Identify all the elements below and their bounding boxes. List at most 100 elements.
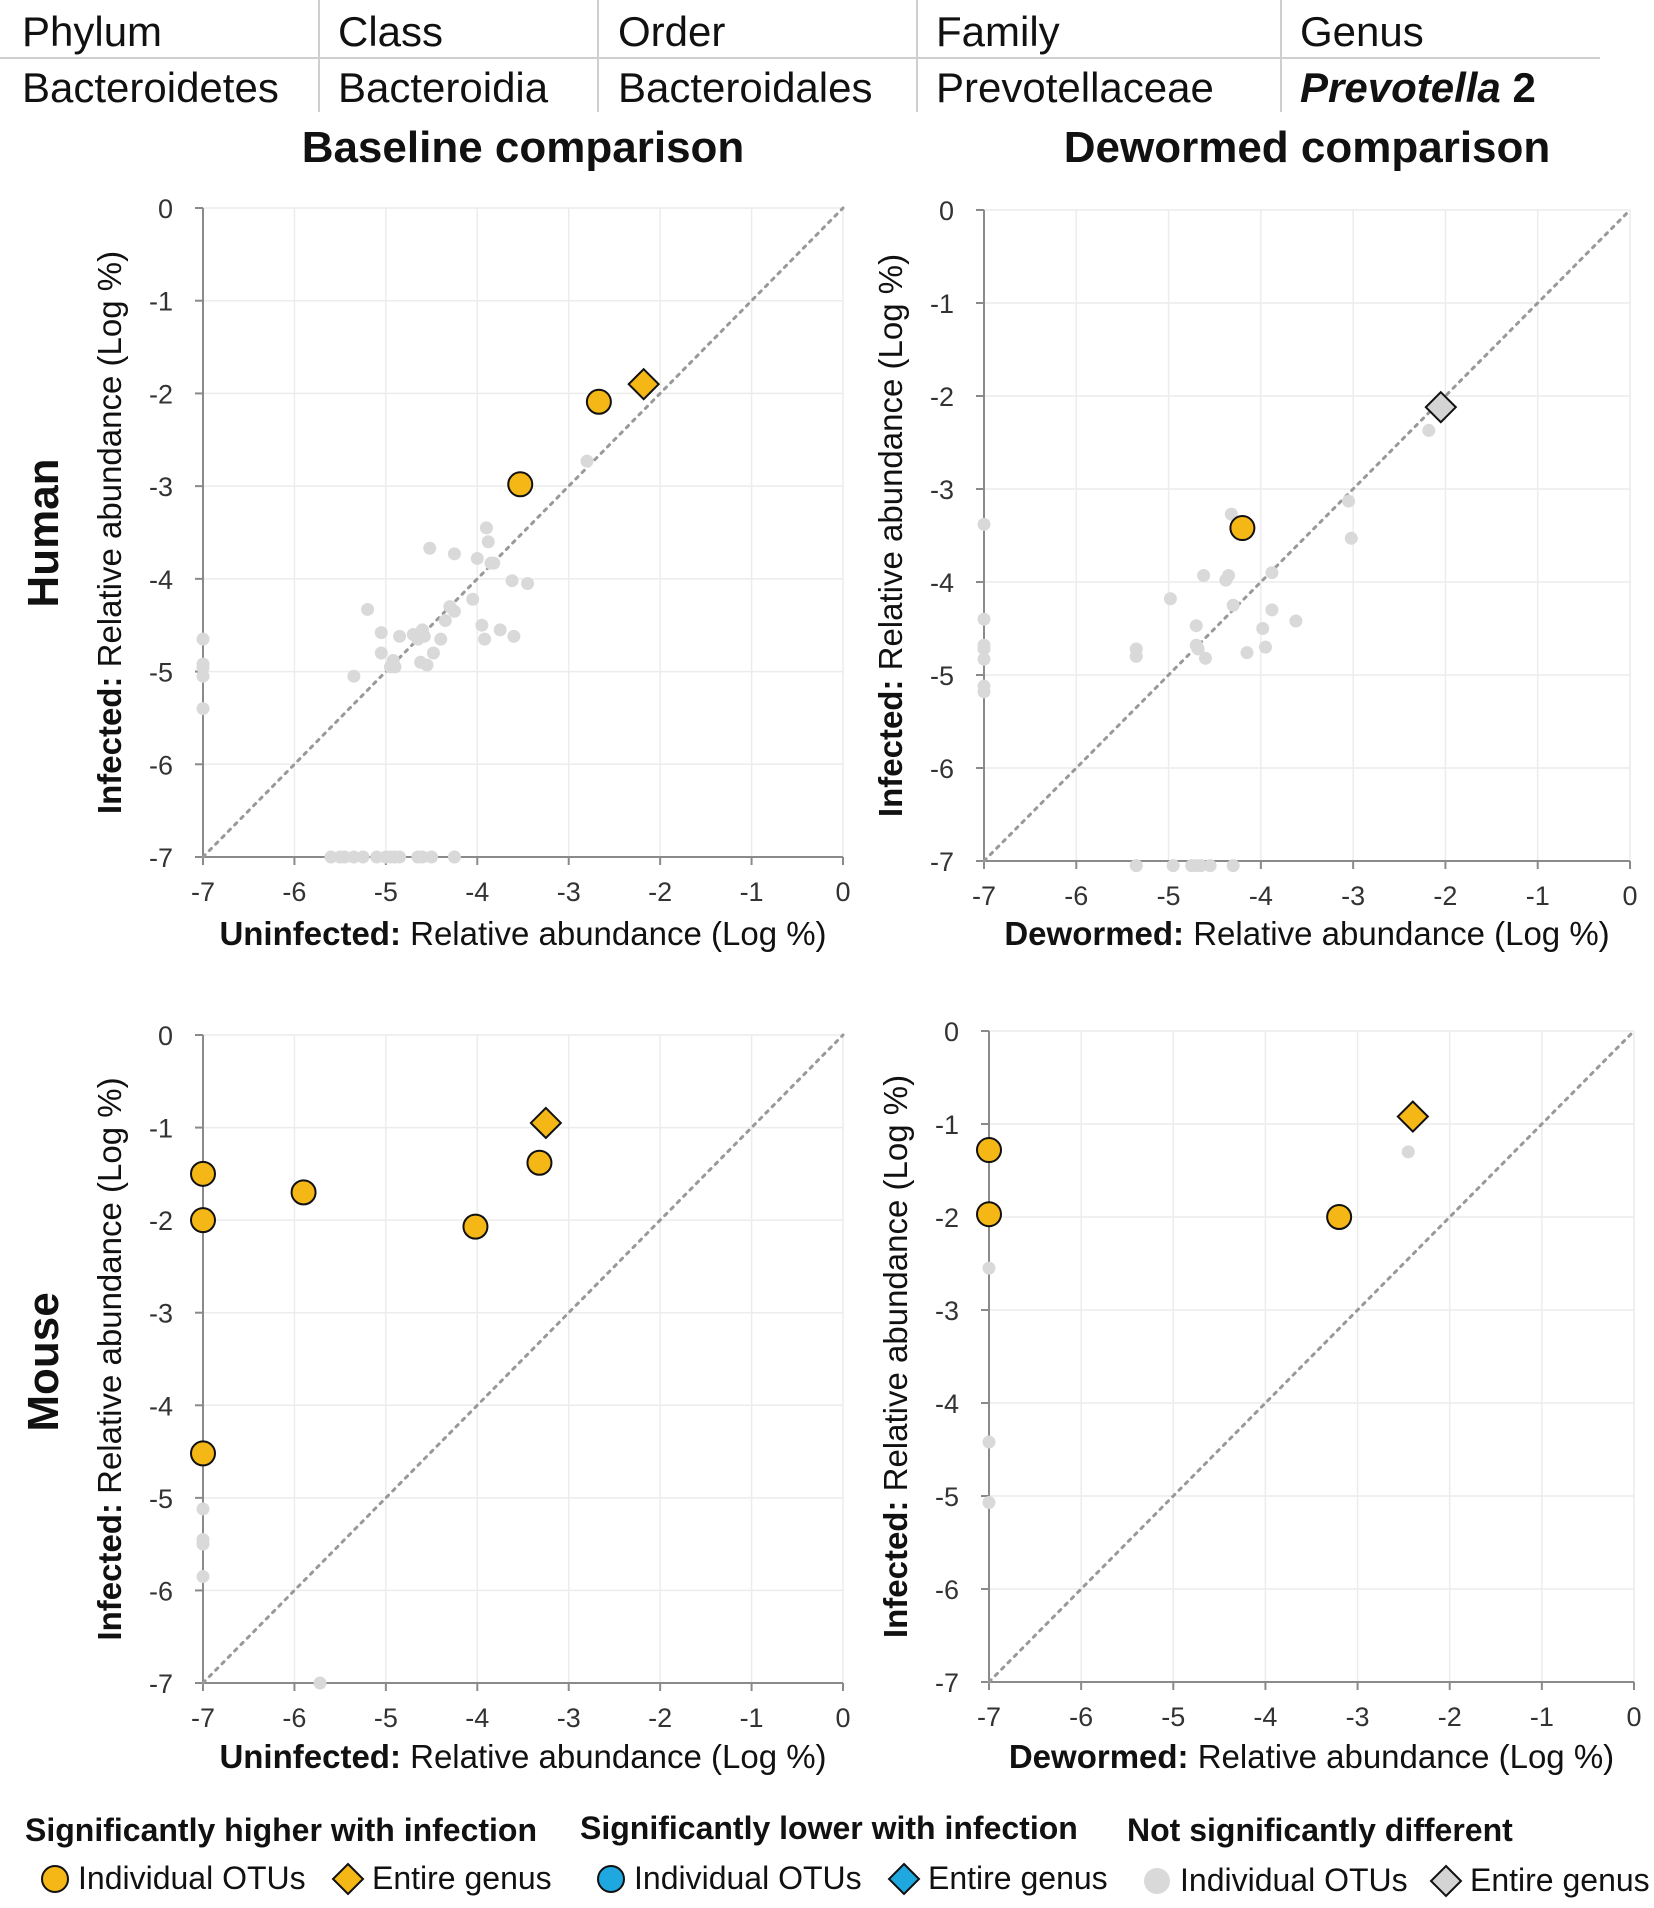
- legend-item-lower-genus: Entire genus: [886, 1860, 1108, 1897]
- diagonal-reference-line: [982, 208, 1632, 863]
- diamond-icon: [887, 1862, 921, 1895]
- taxonomy-value-family: Prevotellaceae: [936, 64, 1214, 111]
- otu-point-not-significant: [1226, 598, 1240, 612]
- legend-title-higher: Significantly higher with infection: [25, 1812, 538, 1848]
- taxonomy-value-phylum: Bacteroidetes: [22, 64, 279, 111]
- otu-point-not-significant: [1226, 859, 1240, 873]
- otu-point-not-significant: [426, 646, 440, 660]
- otu-point-higher: [1326, 1204, 1353, 1230]
- otu-point-not-significant: [196, 632, 210, 646]
- otu-point-not-significant: [1256, 622, 1270, 635]
- x-tick-label: 0: [1626, 1702, 1641, 1732]
- otu-point-not-significant: [196, 669, 210, 683]
- otu-point-not-significant: [361, 602, 375, 616]
- otu-point-higher: [976, 1137, 1002, 1164]
- legend-item-notsig-otu: Individual OTUs: [1140, 1862, 1408, 1899]
- y-tick-label: -4: [935, 1389, 959, 1419]
- otu-point-not-significant: [505, 574, 519, 588]
- x-tick-label: -2: [1433, 881, 1457, 911]
- otu-point-not-significant: [388, 660, 402, 674]
- x-axis-label: Dewormed: Relative abundance (Log %): [1009, 1738, 1614, 1775]
- y-tick-label: -3: [149, 1299, 173, 1329]
- x-tick-label: -6: [282, 1703, 306, 1733]
- taxonomy-value-genus: Prevotella 2: [1300, 64, 1536, 112]
- x-tick-label: -7: [977, 1702, 1001, 1732]
- circle-icon: [41, 1864, 69, 1893]
- otu-point-not-significant: [347, 850, 361, 864]
- y-tick-label: -5: [149, 1484, 173, 1514]
- y-tick-label: -7: [930, 847, 954, 877]
- legend-item-notsig-genus: Entire genus: [1428, 1862, 1650, 1899]
- otu-point-not-significant: [420, 658, 434, 672]
- otu-point-not-significant: [1163, 592, 1177, 606]
- otu-point-not-significant: [982, 1261, 996, 1275]
- x-tick-label: -1: [740, 1703, 764, 1733]
- otu-point-not-significant: [1222, 568, 1236, 582]
- otu-point-not-significant: [374, 626, 388, 640]
- taxonomy-header-phylum: Phylum: [22, 8, 163, 55]
- otu-point-not-significant: [324, 850, 338, 864]
- y-tick-label: -2: [149, 1206, 173, 1236]
- otu-point-not-significant: [1191, 642, 1205, 656]
- x-axis-label: Uninfected: Relative abundance (Log %): [219, 1738, 826, 1775]
- entire-genus-point: [1396, 1100, 1430, 1133]
- legend: Significantly higher with infection Sign…: [0, 1810, 1654, 1908]
- otu-point-not-significant: [1129, 859, 1143, 873]
- otu-point-not-significant: [487, 556, 501, 570]
- x-tick-label: -5: [374, 877, 398, 907]
- otu-point-higher: [526, 1149, 553, 1176]
- y-axis-label: Infected: Relative abundance (Log %): [91, 1077, 128, 1640]
- legend-title-notsig: Not significantly different: [1127, 1812, 1513, 1848]
- taxonomy-row-divider: [0, 57, 1600, 59]
- diagonal-reference-line: [987, 1029, 1636, 1684]
- otu-point-not-significant: [1129, 649, 1143, 663]
- x-tick-label: -2: [648, 1703, 672, 1733]
- otu-point-not-significant: [479, 521, 493, 535]
- genus-name: Prevotella: [1300, 64, 1501, 111]
- otu-point-not-significant: [1197, 568, 1211, 582]
- x-tick-label: -1: [1526, 881, 1550, 911]
- otu-point-not-significant: [470, 551, 484, 565]
- x-tick-label: -4: [465, 877, 489, 907]
- legend-label: Individual OTUs: [78, 1860, 306, 1896]
- legend-title-lower: Significantly lower with infection: [580, 1810, 1078, 1846]
- otu-point-not-significant: [977, 652, 991, 666]
- otu-point-not-significant: [1224, 507, 1238, 521]
- legend-item-higher-otu: Individual OTUs: [38, 1860, 306, 1897]
- otu-point-not-significant: [507, 629, 521, 643]
- x-tick-label: -7: [972, 881, 996, 911]
- y-tick-label: -4: [930, 568, 954, 598]
- diamond-icon: [1429, 1864, 1463, 1897]
- taxonomy-header-family: Family: [936, 8, 1060, 55]
- y-tick-label: -1: [935, 1110, 959, 1140]
- x-tick-label: -4: [465, 1703, 489, 1733]
- otu-point-not-significant: [1344, 531, 1358, 545]
- legend-label: Individual OTUs: [634, 1860, 862, 1896]
- x-tick-label: -3: [1346, 1702, 1370, 1732]
- y-tick-label: -3: [935, 1296, 959, 1326]
- otu-point-not-significant: [415, 850, 429, 864]
- taxonomy-header-genus: Genus: [1300, 8, 1424, 55]
- otu-point-not-significant: [1422, 423, 1436, 437]
- entire-genus-point: [529, 1106, 563, 1140]
- otu-point-higher: [462, 1213, 489, 1240]
- otu-point-not-significant: [1265, 603, 1279, 617]
- otu-point-not-significant: [977, 517, 991, 531]
- otu-point-not-significant: [481, 535, 495, 549]
- otu-point-not-significant: [425, 850, 439, 864]
- otu-point-not-significant: [374, 646, 388, 660]
- otu-point-not-significant: [977, 685, 991, 699]
- circle-icon: [597, 1864, 625, 1893]
- y-tick-label: -1: [149, 287, 173, 317]
- y-tick-label: -4: [149, 565, 173, 595]
- y-tick-label: 0: [944, 1017, 959, 1047]
- x-tick-label: -6: [282, 877, 306, 907]
- x-tick-label: -5: [1161, 1702, 1185, 1732]
- y-tick-label: -5: [930, 661, 954, 691]
- x-tick-label: 0: [835, 1703, 850, 1733]
- scatter-plot-human-baseline: -7 -6 -5 -4 -3 -2 -1 0 -7 -6 -5 -4 -3 -2 -1 0 Baseline c…: [91, 123, 851, 952]
- y-tick-label: -7: [935, 1668, 959, 1698]
- scatter-plot-mouse-baseline: -7 -6 -5 -4 -3 -2 -1 0 -7 -6 -5 -4 -3 -2 -1 0 Uninfected…: [91, 1021, 851, 1775]
- x-tick-label: -5: [1157, 881, 1181, 911]
- x-tick-label: -6: [1064, 881, 1088, 911]
